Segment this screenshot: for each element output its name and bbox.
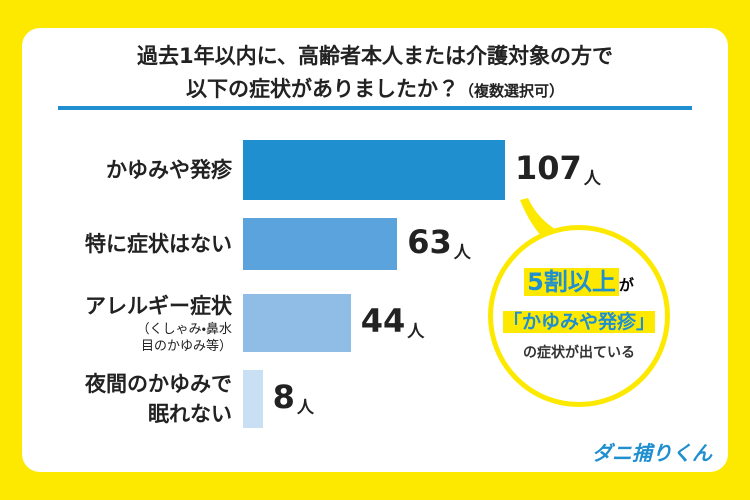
callout-text: の症状が出ている — [523, 345, 635, 361]
category-text: 夜間のかゆみで眠れない — [85, 372, 232, 426]
category-label: アレルギー症状 （くしゃみ・鼻水 目のかゆみ等） — [70, 291, 232, 355]
value-label: 63 — [407, 223, 452, 261]
bar — [243, 140, 505, 200]
bar — [243, 370, 263, 428]
value-label: 107 — [515, 149, 582, 187]
category-label: かゆみや発疹 — [70, 155, 232, 185]
callout-quote: 「かゆみや発疹」 — [502, 311, 655, 333]
callout-highlight: 5割以上 — [524, 268, 619, 296]
bar — [243, 218, 398, 270]
category-text: 特に症状はない — [85, 232, 232, 256]
value-unit: 人 — [453, 243, 471, 263]
category-note: 目のかゆみ等） — [140, 339, 232, 354]
callout: 5割以上が 「かゆみや発疹」 の症状が出ている — [488, 225, 670, 407]
title-line: 以下の症状がありましたか？（複数選択可） — [0, 73, 750, 103]
value-unit: 人 — [407, 322, 425, 342]
bar — [243, 294, 351, 352]
logo: ダニ捕りくん — [592, 441, 712, 465]
callout-line: 「かゆみや発疹」 — [493, 307, 665, 334]
category-label: 夜間のかゆみで眠れない — [70, 369, 232, 429]
value-label: 8 — [272, 378, 295, 416]
category-label: 特に症状はない — [70, 229, 232, 259]
title-line2: 以下の症状がありましたか？ — [185, 77, 459, 101]
value-label: 44 — [360, 302, 406, 340]
title-rule — [58, 106, 692, 110]
category-text: アレルギー症状 — [85, 294, 232, 318]
category-text: かゆみや発疹 — [106, 158, 232, 182]
callout-text: が — [618, 276, 634, 294]
callout-line: 5割以上が — [493, 262, 665, 297]
value-unit: 人 — [583, 169, 601, 189]
title-note: （複数選択可） — [458, 82, 564, 100]
value-unit: 人 — [296, 398, 314, 418]
title: 過去1年以内に、高齢者本人または介護対象の方で — [137, 44, 613, 68]
category-note: （くしゃみ・鼻水 — [136, 322, 232, 337]
